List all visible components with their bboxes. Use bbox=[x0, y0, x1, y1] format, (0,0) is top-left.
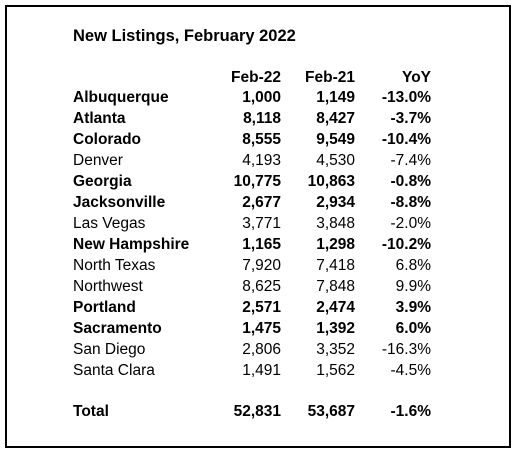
cell: 4,193 bbox=[242, 152, 281, 169]
total-cell: 53,687 bbox=[307, 403, 355, 420]
cell: 6.0% bbox=[395, 320, 431, 337]
row-label: New Hampshire bbox=[73, 236, 190, 253]
cell: -10.2% bbox=[381, 236, 431, 253]
row-label: Jacksonville bbox=[73, 194, 166, 211]
row-label: Georgia bbox=[73, 173, 132, 190]
cell: -3.7% bbox=[390, 110, 432, 127]
row-label: Santa Clara bbox=[73, 362, 155, 379]
column-header: Feb-21 bbox=[305, 69, 355, 86]
total-label: Total bbox=[73, 403, 109, 420]
table-frame bbox=[5, 5, 511, 448]
row-label: San Diego bbox=[73, 341, 146, 358]
cell: 7,920 bbox=[242, 257, 281, 274]
cell: -7.4% bbox=[390, 152, 432, 169]
cell: 1,149 bbox=[316, 89, 355, 106]
cell: 10,863 bbox=[307, 173, 355, 190]
cell: 9,549 bbox=[316, 131, 355, 148]
cell: 3,352 bbox=[316, 341, 355, 358]
cell: -2.0% bbox=[390, 215, 432, 232]
column-header: Feb-22 bbox=[231, 69, 281, 86]
cell: -8.8% bbox=[390, 194, 432, 211]
cell: 1,165 bbox=[242, 236, 281, 253]
cell: 3,848 bbox=[316, 215, 355, 232]
cell: 6.8% bbox=[395, 257, 431, 274]
cell: -0.8% bbox=[390, 173, 432, 190]
cell: -16.3% bbox=[381, 341, 431, 358]
cell: 8,625 bbox=[242, 278, 281, 295]
cell: -4.5% bbox=[390, 362, 432, 379]
row-label: Las Vegas bbox=[73, 215, 146, 232]
cell: 2,571 bbox=[242, 299, 281, 316]
cell: 3,771 bbox=[242, 215, 281, 232]
cell: 8,555 bbox=[242, 131, 281, 148]
cell: 8,427 bbox=[316, 110, 355, 127]
cell: 1,392 bbox=[316, 320, 355, 337]
cell: 1,475 bbox=[242, 320, 281, 337]
row-label: Atlanta bbox=[73, 110, 126, 127]
cell: 1,000 bbox=[242, 89, 281, 106]
cell: 2,677 bbox=[242, 194, 281, 211]
row-label: Sacramento bbox=[73, 320, 162, 337]
cell: 1,562 bbox=[316, 362, 355, 379]
row-label: Northwest bbox=[73, 278, 143, 295]
row-label: Portland bbox=[73, 299, 136, 316]
row-label: Denver bbox=[73, 152, 123, 169]
cell: 3.9% bbox=[395, 299, 431, 316]
total-cell: 52,831 bbox=[233, 403, 281, 420]
cell: 2,934 bbox=[316, 194, 355, 211]
cell: 8,118 bbox=[243, 110, 281, 127]
cell: -13.0% bbox=[381, 89, 431, 106]
cell: 9.9% bbox=[395, 278, 431, 295]
cell: 10,775 bbox=[233, 173, 281, 190]
total-cell: -1.6% bbox=[390, 403, 432, 420]
cell: 7,418 bbox=[316, 257, 355, 274]
column-header: YoY bbox=[402, 69, 431, 86]
cell: 4,530 bbox=[316, 152, 355, 169]
row-label: Colorado bbox=[73, 131, 142, 148]
row-label: Albuquerque bbox=[73, 89, 169, 106]
cell: 1,491 bbox=[242, 362, 281, 379]
cell: 7,848 bbox=[316, 278, 355, 295]
cell: 1,298 bbox=[316, 236, 355, 253]
row-label: North Texas bbox=[73, 257, 156, 274]
cell: 2,806 bbox=[242, 341, 281, 358]
cell: -10.4% bbox=[381, 131, 431, 148]
cell: 2,474 bbox=[316, 299, 355, 316]
table-title: New Listings, February 2022 bbox=[73, 27, 296, 45]
